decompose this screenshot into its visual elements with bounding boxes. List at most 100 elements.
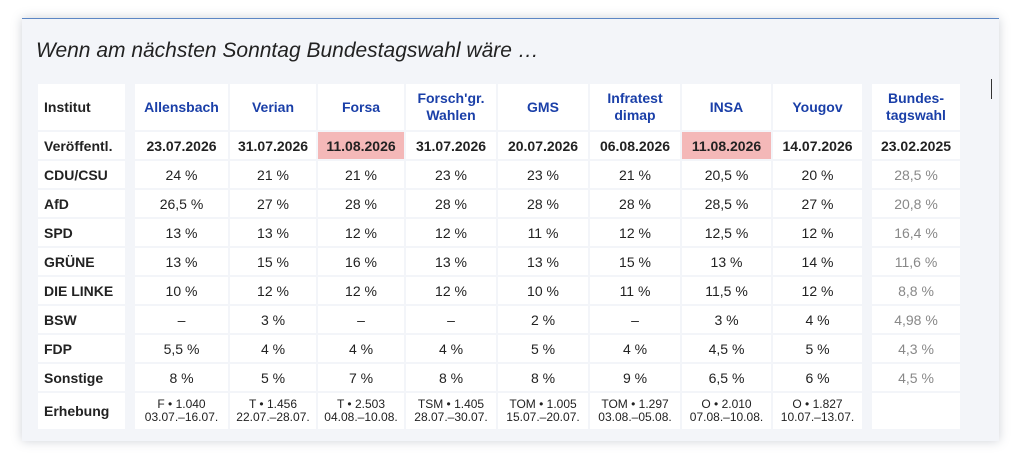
- poll-value: 13 %: [682, 248, 771, 275]
- published-date: 06.08.2026: [590, 132, 680, 159]
- institute-gms[interactable]: GMS: [498, 84, 588, 130]
- poll-value: 14 %: [773, 248, 862, 275]
- published-row: Veröffentl. 23.07.2026 31.07.2026 11.08.…: [38, 132, 960, 159]
- poll-value: 8 %: [135, 364, 228, 391]
- poll-value: –: [590, 306, 680, 333]
- survey-period: 04.08.–10.08.: [324, 410, 398, 424]
- institute-verian[interactable]: Verian: [230, 84, 316, 130]
- poll-value: 4 %: [773, 306, 862, 333]
- published-date: 20.07.2026: [498, 132, 588, 159]
- institute-forsa[interactable]: Forsa: [318, 84, 404, 130]
- survey-period: 22.07.–28.07.: [236, 410, 310, 424]
- election-result: 11,6 %: [872, 248, 960, 275]
- poll-value: 3 %: [230, 306, 316, 333]
- institute-yougov[interactable]: Yougov: [773, 84, 862, 130]
- party-row: SPD 13 % 13 % 12 % 12 % 11 % 12 % 12,5 % 12 % 16,…: [38, 219, 960, 246]
- party-name: BSW: [38, 306, 125, 333]
- published-date-highlighted: 11.08.2026: [318, 132, 404, 159]
- poll-value: 13 %: [406, 248, 496, 275]
- poll-value: 5 %: [230, 364, 316, 391]
- poll-value: 28 %: [318, 190, 404, 217]
- institute-insa[interactable]: INSA: [682, 84, 771, 130]
- poll-value: 11 %: [498, 219, 588, 246]
- spacer: [864, 132, 870, 159]
- poll-value: –: [406, 306, 496, 333]
- party-row: AfD 26,5 % 27 % 28 % 28 % 28 % 28 % 28,5 % 27 % 2…: [38, 190, 960, 217]
- survey-period: 28.07.–30.07.: [414, 410, 488, 424]
- header-label: Institut: [38, 84, 125, 130]
- poll-value: 3 %: [682, 306, 771, 333]
- poll-value: 12 %: [406, 219, 496, 246]
- poll-value: 10 %: [498, 277, 588, 304]
- survey-info: TSM • 1.405 28.07.–30.07.: [406, 393, 496, 429]
- spacer: [864, 277, 870, 304]
- election-result: 16,4 %: [872, 219, 960, 246]
- spacer: [127, 393, 133, 429]
- survey-period: 10.07.–13.07.: [780, 410, 855, 424]
- poll-value: 21 %: [590, 161, 680, 188]
- poll-value: 13 %: [498, 248, 588, 275]
- poll-value: 5 %: [773, 335, 862, 362]
- survey-info: O • 2.010 07.08.–10.08.: [682, 393, 771, 429]
- poll-value: 15 %: [590, 248, 680, 275]
- survey-method: O • 1.827: [792, 397, 843, 411]
- survey-method: T • 1.456: [248, 397, 297, 411]
- party-row: DIE LINKE 10 % 12 % 12 % 12 % 10 % 11 % 11,5 % 1…: [38, 277, 960, 304]
- poll-value: 12,5 %: [682, 219, 771, 246]
- election-header[interactable]: Bundes-tagswahl: [872, 84, 960, 130]
- spacer: [864, 84, 870, 130]
- panel-divider: [991, 79, 992, 99]
- party-name: GRÜNE: [38, 248, 125, 275]
- institute-infratest-dimap[interactable]: Infratest dimap: [590, 84, 680, 130]
- poll-value: 23 %: [498, 161, 588, 188]
- election-result: 4,98 %: [872, 306, 960, 333]
- institute-allensbach[interactable]: Allensbach: [135, 84, 228, 130]
- spacer: [864, 219, 870, 246]
- spacer: [864, 161, 870, 188]
- poll-value: 2 %: [498, 306, 588, 333]
- poll-value: 4 %: [590, 335, 680, 362]
- published-label: Veröffentl.: [38, 132, 125, 159]
- survey-info: TOM • 1.297 03.08.–05.08.: [590, 393, 680, 429]
- institute-forschgr-wahlen[interactable]: Forsch'gr. Wahlen: [406, 84, 496, 130]
- party-row: FDP 5,5 % 4 % 4 % 4 % 5 % 4 % 4,5 % 5 % 4,3 %: [38, 335, 960, 362]
- party-row: BSW –3 % – –2 % –3 % 4 % 4,98 %: [38, 306, 960, 333]
- published-date-highlighted: 11.08.2026: [682, 132, 771, 159]
- spacer: [864, 190, 870, 217]
- published-date: 23.07.2026: [135, 132, 228, 159]
- poll-value: –: [318, 306, 404, 333]
- poll-value: 27 %: [230, 190, 316, 217]
- poll-value: 12 %: [318, 219, 404, 246]
- poll-table: Institut Allensbach Verian Forsa Forsch'…: [36, 82, 962, 431]
- poll-value: –: [135, 306, 228, 333]
- poll-value: 28,5 %: [682, 190, 771, 217]
- poll-value: 28 %: [498, 190, 588, 217]
- poll-value: 27 %: [773, 190, 862, 217]
- survey-info: T • 2.503 04.08.–10.08.: [318, 393, 404, 429]
- survey-method: TOM • 1.297: [601, 397, 669, 411]
- poll-value: 12 %: [318, 277, 404, 304]
- survey-method: O • 2.010: [701, 397, 752, 411]
- poll-value: 11 %: [590, 277, 680, 304]
- poll-panel: Wenn am nächsten Sonntag Bundestagswahl …: [22, 18, 999, 441]
- party-name: Sonstige: [38, 364, 125, 391]
- survey-method: TSM • 1.405: [417, 397, 485, 411]
- poll-value: 4 %: [230, 335, 316, 362]
- survey-label: Erhebung: [38, 393, 125, 429]
- poll-value: 6 %: [773, 364, 862, 391]
- published-date: 31.07.2026: [406, 132, 496, 159]
- poll-value: 5,5 %: [135, 335, 228, 362]
- party-name: CDU/CSU: [38, 161, 125, 188]
- poll-value: 13 %: [135, 248, 228, 275]
- election-result: 20,8 %: [872, 190, 960, 217]
- survey-period: 07.08.–10.08.: [689, 410, 764, 424]
- poll-value: 15 %: [230, 248, 316, 275]
- party-name: AfD: [38, 190, 125, 217]
- poll-value: 24 %: [135, 161, 228, 188]
- survey-row: Erhebung F • 1.040 03.07.–16.07. T • 1.456 2…: [38, 393, 960, 429]
- election-result: 4,5 %: [872, 364, 960, 391]
- spacer: [127, 364, 133, 391]
- published-date: 31.07.2026: [230, 132, 316, 159]
- spacer: [864, 335, 870, 362]
- party-name: FDP: [38, 335, 125, 362]
